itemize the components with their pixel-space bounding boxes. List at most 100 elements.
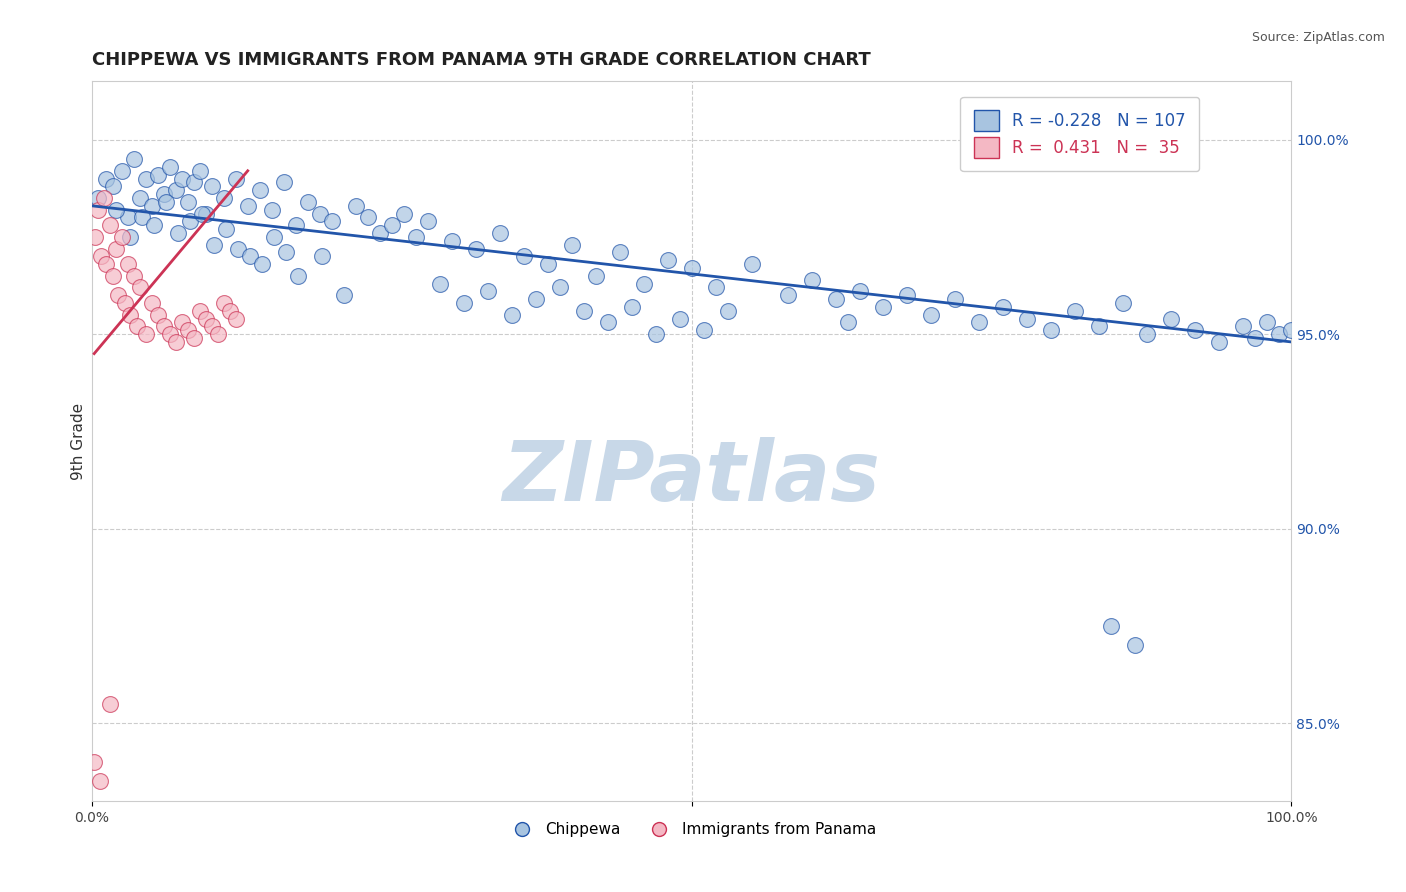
Point: [188, 163, 211, 178]
Point: [236, 199, 259, 213]
Point: [501, 308, 523, 322]
Point: [704, 280, 727, 294]
Point: [188, 303, 211, 318]
Point: [122, 268, 145, 283]
Point: [155, 194, 177, 209]
Point: [152, 187, 174, 202]
Point: [225, 171, 247, 186]
Point: [183, 331, 205, 345]
Point: [215, 222, 238, 236]
Point: [1125, 638, 1147, 652]
Point: [596, 316, 619, 330]
Point: [273, 176, 295, 190]
Point: [633, 277, 655, 291]
Point: [104, 202, 127, 217]
Point: [1088, 319, 1111, 334]
Point: [212, 191, 235, 205]
Point: [405, 230, 427, 244]
Point: [167, 226, 190, 240]
Point: [201, 179, 224, 194]
Point: [1256, 316, 1278, 330]
Point: [141, 199, 163, 213]
Point: [83, 755, 105, 769]
Point: [287, 268, 309, 283]
Point: [1040, 323, 1063, 337]
Point: [392, 206, 415, 220]
Point: [96, 171, 118, 186]
Point: [218, 303, 240, 318]
Point: [311, 249, 333, 263]
Point: [194, 206, 217, 220]
Point: [572, 303, 595, 318]
Point: [170, 316, 193, 330]
Point: [512, 249, 534, 263]
Point: [159, 327, 181, 342]
Point: [344, 199, 367, 213]
Point: [536, 257, 558, 271]
Point: [84, 230, 107, 244]
Point: [1112, 296, 1135, 310]
Point: [1268, 327, 1291, 342]
Point: [620, 300, 643, 314]
Point: [993, 300, 1015, 314]
Point: [488, 226, 510, 240]
Point: [800, 273, 823, 287]
Point: [165, 183, 187, 197]
Point: [90, 249, 112, 263]
Point: [477, 285, 499, 299]
Point: [194, 311, 217, 326]
Point: [896, 288, 918, 302]
Point: [131, 211, 153, 225]
Point: [143, 219, 166, 233]
Point: [308, 206, 330, 220]
Point: [381, 219, 404, 233]
Point: [87, 191, 110, 205]
Y-axis label: 9th Grade: 9th Grade: [72, 402, 86, 480]
Point: [1208, 334, 1230, 349]
Point: [1184, 323, 1206, 337]
Point: [609, 245, 631, 260]
Point: [249, 183, 271, 197]
Point: [93, 191, 115, 205]
Point: [429, 277, 451, 291]
Point: [127, 319, 149, 334]
Point: [120, 308, 142, 322]
Point: [1017, 311, 1039, 326]
Point: [152, 319, 174, 334]
Point: [177, 194, 200, 209]
Point: [107, 288, 129, 302]
Point: [837, 316, 859, 330]
Point: [657, 253, 679, 268]
Point: [183, 176, 205, 190]
Point: [191, 206, 214, 220]
Point: [1064, 303, 1087, 318]
Point: [135, 327, 157, 342]
Point: [872, 300, 894, 314]
Point: [440, 234, 463, 248]
Point: [453, 296, 475, 310]
Point: [644, 327, 666, 342]
Point: [225, 311, 247, 326]
Point: [117, 211, 139, 225]
Point: [103, 179, 125, 194]
Point: [98, 219, 121, 233]
Point: [165, 334, 187, 349]
Point: [104, 242, 127, 256]
Point: [202, 237, 225, 252]
Point: [114, 296, 136, 310]
Point: [321, 214, 343, 228]
Point: [368, 226, 391, 240]
Point: [1244, 331, 1267, 345]
Point: [135, 171, 157, 186]
Point: [1279, 323, 1302, 337]
Point: [201, 319, 224, 334]
Point: [260, 202, 283, 217]
Point: [87, 202, 110, 217]
Point: [585, 268, 607, 283]
Point: [117, 257, 139, 271]
Point: [1232, 319, 1254, 334]
Point: [332, 288, 354, 302]
Point: [1160, 311, 1182, 326]
Point: [561, 237, 583, 252]
Point: [170, 171, 193, 186]
